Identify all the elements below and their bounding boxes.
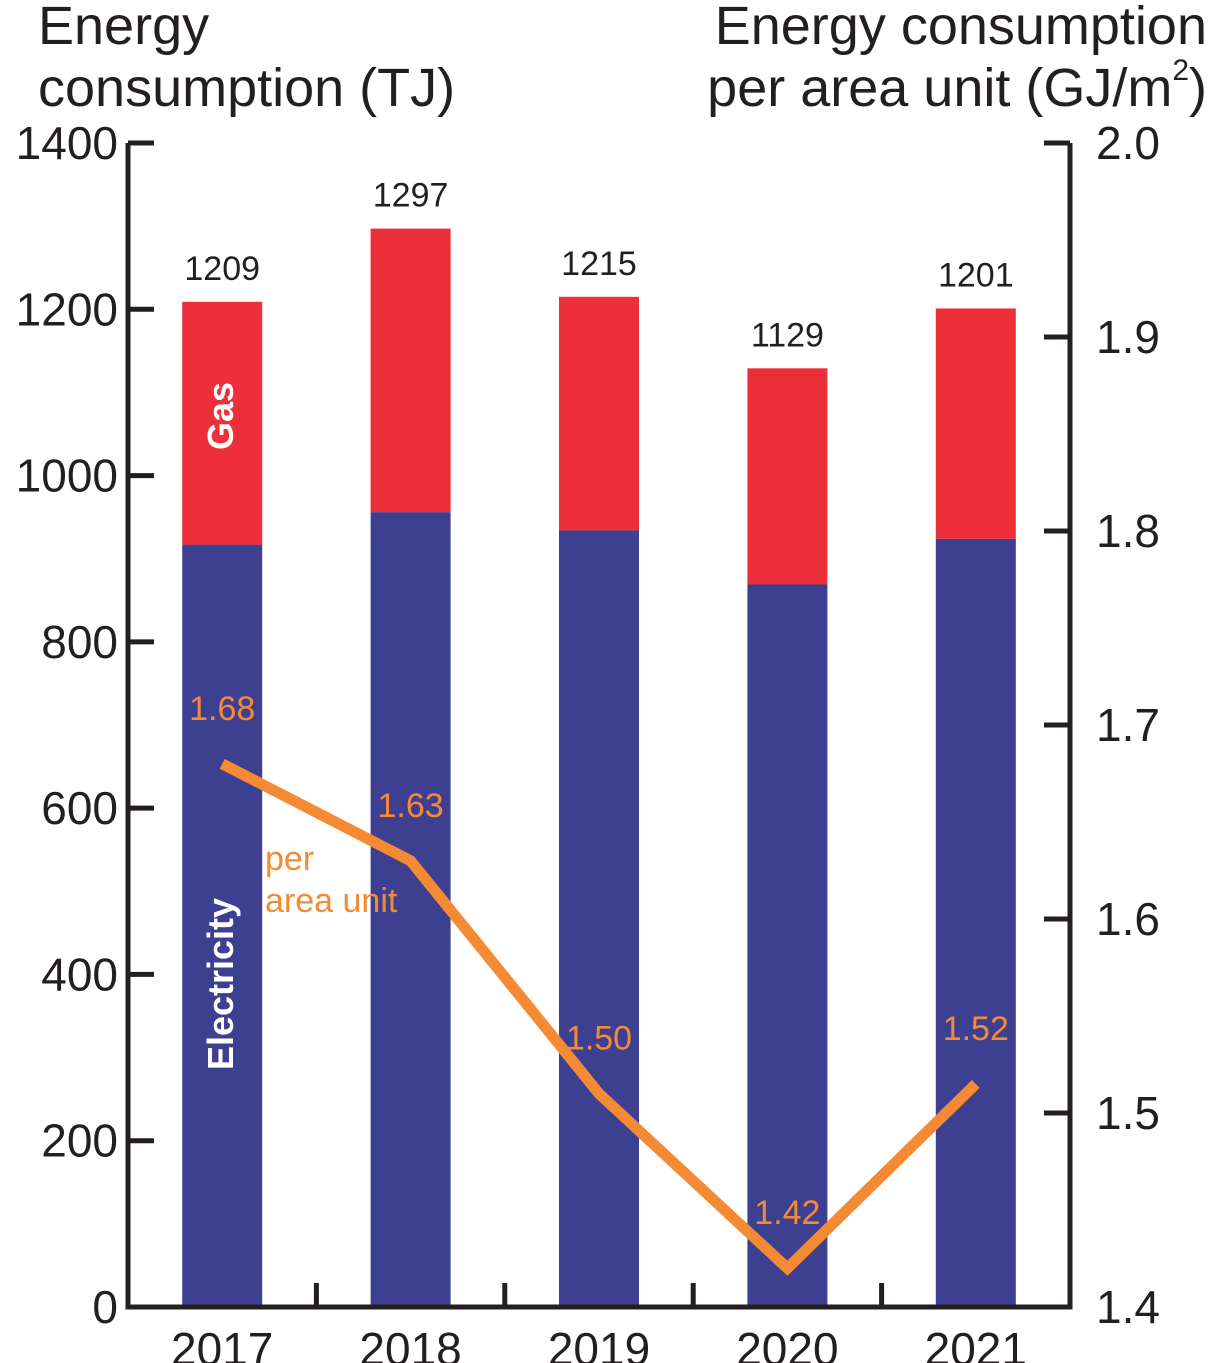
total-label-2021: 1201 [938,256,1014,294]
line-value-label-2018: 1.63 [378,787,444,825]
y-tick-label-800: 800 [41,616,118,668]
y-tick-label-1000: 1000 [16,450,118,502]
left-axis-title-line2: consumption (TJ) [38,58,455,118]
y2-tick-label-1.6: 1.6 [1096,893,1160,945]
right-axis-title-main: per area unit (GJ/m [707,58,1172,118]
x-tick-label-2021: 2021 [925,1323,1027,1363]
axes-layer [125,140,1073,1310]
line-value-label-2019: 1.50 [566,1020,632,1058]
total-label-2020: 1129 [751,316,824,354]
total-label-2017: 1209 [184,250,260,288]
bar-gas-2021 [935,308,1016,539]
bar-electricity-2021 [935,538,1016,1307]
y-tick-label-1400: 1400 [16,117,118,169]
right-axis-title-line1: Energy consumption [715,0,1207,56]
y2-tick-label-1.7: 1.7 [1096,699,1160,751]
line-per-area-unit [219,758,980,1276]
bars-layer [182,228,1016,1307]
bar-gas-2020 [747,368,828,585]
line-value-label-2020: 1.42 [754,1194,820,1232]
y2-tick-label-2.0: 2.0 [1096,117,1160,169]
right-axis-title-line2: per area unit (GJ/m2) [707,54,1207,118]
y-tick-label-600: 600 [41,782,118,834]
bar-electricity-2017 [182,544,263,1307]
bar-gas-2017 [182,301,263,545]
y-tick-label-0: 0 [92,1281,118,1333]
right-axis-title-superscript: 2 [1172,54,1189,87]
x-tick-label-2018: 2018 [359,1323,461,1363]
x-tick-label-2017: 2017 [171,1323,273,1363]
y-tick-label-200: 200 [41,1115,118,1167]
line-layer [219,758,980,1276]
bar-gas-2018 [370,228,451,513]
y2-tick-label-1.9: 1.9 [1096,311,1160,363]
left-axis-title-line1: Energy [38,0,209,56]
x-tick-label-2020: 2020 [736,1323,838,1363]
y2-tick-label-1.8: 1.8 [1096,505,1160,557]
bar-electricity-2019 [559,530,639,1307]
labels-layer: 1209 2017 1297 2018 1215 2019 1129 2020 1201 2021… [16,117,1160,1363]
total-label-2018: 1297 [373,177,449,215]
right-axis-title-close: ) [1189,58,1207,118]
bar-gas-2019 [559,296,639,531]
bar-electricity-2020 [747,584,828,1307]
y2-tick-label-1.4: 1.4 [1096,1281,1160,1333]
series-label-electricity: Electricity [200,898,241,1070]
line-series-label-line1: per [265,840,314,878]
y-tick-label-400: 400 [41,948,118,1000]
x-tick-label-2019: 2019 [548,1323,650,1363]
series-label-gas: Gas [200,382,241,450]
y2-tick-label-1.5: 1.5 [1096,1087,1160,1139]
y-tick-label-1200: 1200 [16,283,118,335]
line-series-label-line2: area unit [265,882,398,920]
line-value-label-2017: 1.68 [189,690,255,728]
line-value-label-2021: 1.52 [943,1010,1009,1048]
bar-electricity-2018 [370,512,451,1307]
total-label-2019: 1215 [561,245,637,283]
